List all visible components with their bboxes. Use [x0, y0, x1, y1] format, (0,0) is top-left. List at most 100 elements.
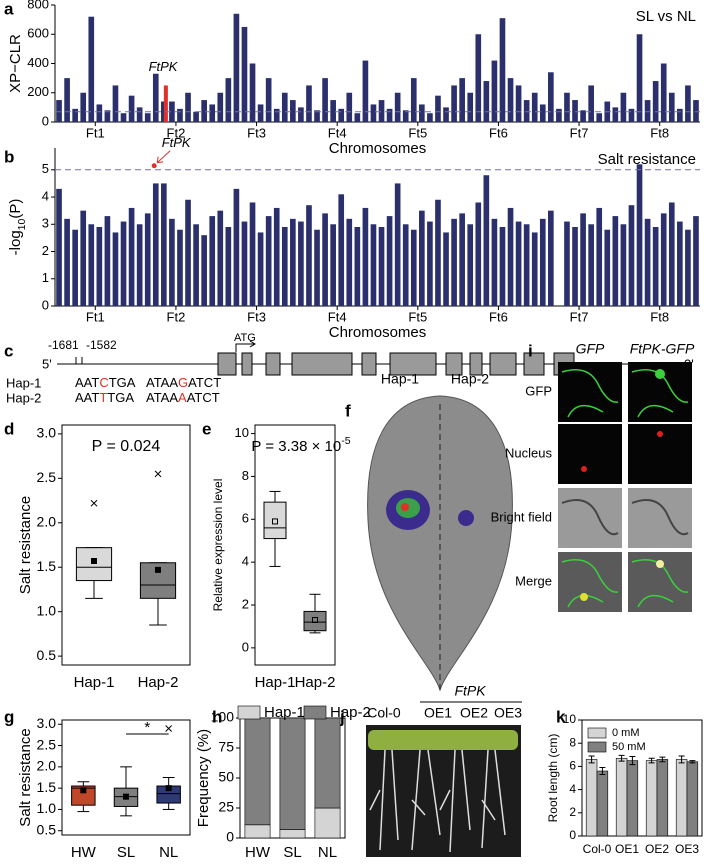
bar [459, 213, 465, 306]
hap-seq: ATAAGATCT [146, 375, 221, 390]
bar [596, 113, 603, 122]
plot-frame [581, 719, 703, 837]
signal [401, 503, 409, 511]
snp: A [178, 390, 187, 405]
bar [564, 221, 570, 306]
legend-swatch [587, 741, 607, 753]
x-tick-label: Hap-2 [138, 674, 179, 691]
annotation: SL vs NL [636, 8, 696, 25]
image-cell [628, 488, 692, 548]
bar [314, 229, 320, 306]
bar [177, 108, 183, 122]
bar [459, 78, 465, 122]
y-tick-label: 2 [242, 596, 249, 611]
mean [165, 785, 172, 792]
y-tick-label: 5 [42, 161, 49, 176]
y-tick-label: 4 [242, 554, 249, 569]
y-tick-label: 0 [242, 639, 249, 654]
bar [685, 229, 691, 306]
bar [233, 13, 240, 122]
bar-segment [279, 829, 306, 839]
bar [483, 81, 490, 122]
bar-segment [279, 717, 306, 830]
y-tick-label: 8 [569, 735, 576, 749]
bar [169, 218, 175, 306]
nucleus [657, 431, 663, 437]
y-label-part: 10 [16, 218, 28, 230]
error-bar [659, 756, 666, 763]
bar [588, 85, 594, 122]
bar [402, 224, 409, 306]
mean [80, 787, 87, 794]
bar [564, 92, 570, 122]
bar [675, 759, 688, 837]
bar [104, 110, 111, 122]
y-tick-label: 600 [27, 26, 49, 41]
y-tick-label: 25 [218, 799, 234, 815]
bar [515, 221, 522, 306]
bar [402, 110, 409, 122]
annotation: * [144, 719, 150, 736]
bar [128, 95, 135, 122]
chart: b 0 1 2 3 4 5 -log10(P) Ft1 Ft2 Ft3 Ft4 Ft5 Ft6 Ft7 Ft8… [4, 135, 700, 341]
x-tick-label: Ft1 [86, 309, 105, 324]
bar [281, 227, 288, 306]
seq: ATAA [146, 375, 178, 390]
bar [531, 92, 538, 122]
highlight-label: FtPK [162, 135, 192, 150]
row-label: GFP [525, 383, 552, 398]
bar [693, 100, 699, 122]
bar [604, 229, 611, 306]
line-label: OE3 [494, 705, 522, 721]
bar [419, 104, 425, 122]
annotation-exponent: -5 [341, 435, 350, 447]
bar [693, 216, 699, 306]
seq: TGA [107, 390, 134, 405]
y-label-part: (P) [7, 199, 24, 219]
bar [620, 224, 627, 306]
cell-outline [631, 499, 689, 536]
row-label: Bright field [491, 509, 552, 524]
site-label: -1681 [48, 338, 79, 352]
bar [249, 202, 256, 306]
outlier [90, 499, 98, 507]
panel-label: b [4, 147, 14, 166]
panel-label: g [4, 707, 14, 726]
y-tick-label: 10 [235, 425, 249, 440]
bar [507, 78, 514, 122]
panel-label: j [339, 707, 345, 726]
bar [136, 107, 143, 122]
y-tick-label: 2 [42, 243, 49, 258]
five-prime: 5' [42, 356, 52, 371]
x-tick-label: Ft4 [328, 125, 347, 140]
legend-label: Hap-2 [330, 704, 371, 721]
annotation-text: P = 3.38 × 10 [251, 438, 341, 455]
y-tick-label: 1.5 [37, 558, 57, 574]
bar [177, 229, 183, 306]
box [71, 785, 96, 806]
y-tick-label: 0 [42, 297, 49, 312]
highlight-label: FtPK [149, 59, 179, 74]
bar [572, 100, 578, 122]
x-tick-label: Ft2 [167, 309, 186, 324]
bar [435, 95, 441, 122]
y-tick-label: 4 [569, 782, 576, 796]
bar [475, 34, 482, 122]
bar [80, 92, 87, 122]
haplotype-rows: Hap-1 AATCTGA ATAAGATCT Hap-2 AATTTGA AT… [6, 375, 221, 405]
bar [612, 107, 619, 122]
x-tick-label: Ft2 [167, 125, 186, 140]
x-axis-label: Chromosomes [329, 140, 427, 157]
bar [677, 221, 683, 306]
y-tick-label: 200 [27, 84, 49, 99]
bar [72, 229, 78, 306]
bar [201, 235, 207, 306]
y-tick-label: 100 [211, 709, 235, 725]
bar [580, 213, 586, 306]
cell-outline [631, 559, 689, 608]
x-tick-label: Ft4 [328, 309, 347, 324]
cell-outline [631, 369, 689, 418]
y-tick-label: 3.0 [37, 425, 57, 441]
bar [56, 100, 62, 122]
